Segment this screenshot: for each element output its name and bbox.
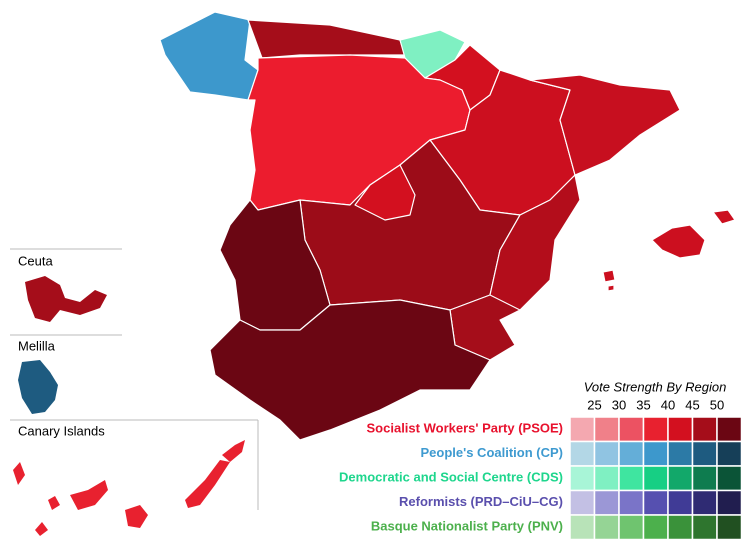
region [125,505,148,528]
swatch [569,416,596,443]
legend-title: Vote Strength By Region [584,379,727,394]
region [35,522,48,536]
swatch [716,416,743,443]
region [602,269,616,283]
swatch [642,416,669,443]
swatch [618,440,645,467]
swatch [618,416,645,443]
region [651,224,706,259]
scale-label: 30 [612,397,626,412]
region [489,174,581,321]
swatch [716,440,743,467]
canary-islands [13,440,245,536]
party-label: Socialist Workers' Party (PSOE) [367,421,563,436]
swatch [691,514,718,541]
region [48,496,60,510]
swatch [642,514,669,541]
swatch [642,465,669,492]
region [13,462,25,485]
swatch [593,489,620,516]
scale-label: 45 [685,397,699,412]
swatch [618,514,645,541]
swatch [642,489,669,516]
region [25,276,107,322]
swatch [593,514,620,541]
swatch [667,514,694,541]
region [529,74,681,176]
inset-label: Canary Islands [18,423,105,438]
region [712,209,736,225]
swatch [569,514,596,541]
swatch [593,440,620,467]
swatch [593,465,620,492]
inset-label: Melilla [18,338,56,353]
region [159,11,259,101]
swatch [716,465,743,492]
scale-label: 35 [636,397,650,412]
scale-label: 50 [710,397,724,412]
swatch [618,489,645,516]
swatch [618,465,645,492]
swatch [667,416,694,443]
party-label: Reformists (PRD–CiU–CG) [399,494,563,509]
swatch [593,416,620,443]
swatch [691,465,718,492]
swatch [667,465,694,492]
swatch [691,440,718,467]
region [209,299,491,441]
swatch [569,489,596,516]
party-label: Democratic and Social Centre (CDS) [339,470,563,485]
swatch [691,416,718,443]
scale-label: 25 [587,397,601,412]
region [607,284,615,292]
region [185,460,230,508]
region [354,164,416,221]
swatch [642,440,669,467]
party-label: Basque Nationalist Party (PNV) [371,519,563,534]
swatch [667,440,694,467]
party-label: People's Coalition (CP) [421,445,564,460]
region [222,440,245,462]
region [18,360,58,414]
region [70,480,108,510]
region [247,19,406,59]
swatch [691,489,718,516]
mainland [159,11,736,441]
swatch [716,489,743,516]
swatch [569,440,596,467]
scale-label: 40 [661,397,675,412]
swatch [716,514,743,541]
swatch [667,489,694,516]
legend: 25 30 35 40 45 50 Socialist Workers' Party (PS… [339,397,743,541]
swatch [569,465,596,492]
inset-label: Ceuta [18,253,53,268]
